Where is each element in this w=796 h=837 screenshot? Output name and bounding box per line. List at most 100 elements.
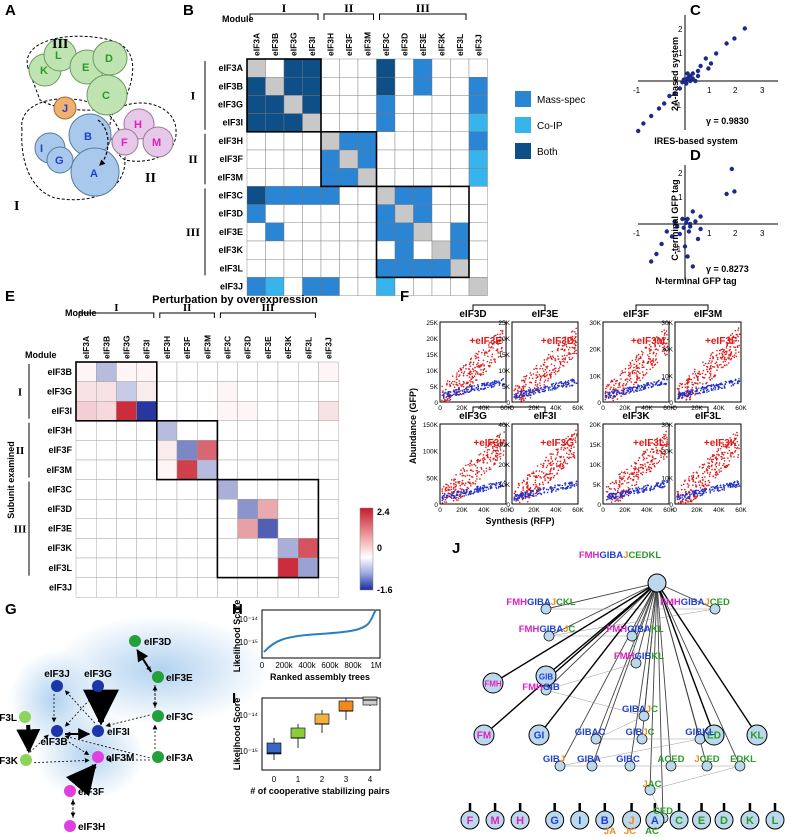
facs-point-blue — [571, 384, 573, 387]
facs-point-blue — [614, 492, 616, 495]
facs-point-red — [496, 454, 499, 457]
facs-point-blue — [636, 488, 639, 490]
facs-point-red — [661, 443, 663, 446]
j-intermediate-node — [543, 630, 555, 642]
facs-point-blue — [542, 488, 545, 491]
facs-point-red — [572, 433, 575, 436]
b-row-label: eIF3B — [218, 81, 243, 91]
facs-xtick: 0 — [673, 405, 677, 412]
facs-point-blue — [447, 390, 450, 393]
j-edge — [656, 582, 672, 767]
e-cell — [298, 538, 319, 559]
j-node-label: EDKL — [730, 754, 756, 765]
e-cell — [156, 557, 178, 578]
panel-b-module-header: Module — [222, 14, 254, 24]
facs-point-red — [702, 485, 705, 488]
e-cell — [298, 557, 319, 578]
e-cell — [298, 479, 319, 500]
facs-point-red — [656, 462, 658, 465]
facs-point-blue — [526, 394, 529, 397]
e-row-label: eIF3H — [47, 426, 72, 436]
facs-point-blue — [721, 488, 723, 491]
b-cell — [265, 222, 285, 242]
e-cell — [217, 459, 238, 480]
facs-point-red — [543, 359, 546, 361]
e-top-brace — [78, 312, 155, 318]
scatter-point — [684, 220, 689, 225]
facs-point-red — [638, 376, 641, 379]
facs-point-red — [501, 338, 504, 341]
facs-point-red — [642, 467, 644, 470]
facs-point-red — [613, 378, 616, 381]
j-intermediate-node — [709, 603, 721, 615]
facs-point-red — [522, 487, 524, 489]
facs-plot-tag: +eIF3K — [704, 438, 738, 449]
facs-point-blue — [627, 494, 630, 497]
facs-point-blue — [627, 489, 630, 492]
facs-point-red — [721, 451, 723, 454]
b-cell — [302, 240, 322, 260]
facs-point-blue — [449, 492, 451, 495]
facs-point-blue — [717, 385, 720, 388]
facs-point-blue — [618, 392, 621, 395]
facs-point-blue — [726, 483, 728, 486]
letter-a: A — [90, 168, 98, 180]
j-intermediate-node — [626, 630, 638, 642]
b-cell — [468, 131, 488, 151]
facs-point-red — [660, 456, 663, 459]
facs-point-blue — [711, 489, 713, 491]
j-leaf-node — [460, 810, 480, 830]
facs-point-blue — [634, 386, 636, 388]
e-col-label: eIF3K — [283, 335, 293, 359]
facs-point-red — [721, 354, 724, 356]
facs-point-red — [495, 455, 497, 457]
facs-point-red — [547, 481, 550, 483]
facs-point-red — [547, 353, 550, 356]
facs-point-red — [647, 454, 650, 457]
facs-point-red — [735, 349, 737, 351]
facs-point-red — [734, 442, 737, 445]
facs-point-blue — [681, 396, 684, 399]
b-cell — [413, 259, 433, 278]
facs-point-red — [697, 481, 700, 483]
facs-point-red — [461, 495, 464, 497]
facs-point-red — [442, 485, 445, 488]
b-top-brace — [249, 13, 319, 20]
h-xtick-1: 200k — [275, 661, 293, 670]
b-cell — [468, 222, 488, 242]
facs-point-red — [550, 453, 553, 455]
e-col-label: eIF3M — [202, 335, 212, 359]
facs-point-red — [535, 483, 537, 486]
facs-point-red — [692, 495, 695, 498]
facs-point-red — [636, 374, 638, 376]
facs-point-red — [451, 380, 454, 383]
facs-point-blue — [469, 390, 472, 392]
facs-point-red — [488, 466, 491, 469]
facs-point-red — [445, 483, 447, 486]
scatter-point — [714, 51, 719, 56]
facs-point-red — [449, 398, 452, 401]
e-cell — [95, 499, 117, 520]
facs-point-red — [631, 473, 634, 476]
legend-swatch-both — [515, 143, 531, 159]
facs-point-red — [661, 436, 664, 439]
facs-point-red — [698, 484, 701, 486]
e-cell — [176, 538, 198, 559]
facs-point-red — [606, 391, 609, 394]
facs-point-red — [722, 454, 725, 456]
facs-point-red — [494, 361, 497, 363]
facs-point-red — [677, 388, 680, 391]
facs-point-red — [470, 357, 473, 360]
i-ytick-1: 10⁻¹⁵ — [239, 747, 258, 756]
panel-d-ylabel: C-terminal GFP tag — [670, 179, 680, 260]
facs-point-blue — [639, 388, 642, 390]
facs-point-blue — [490, 486, 493, 489]
facs-point-blue — [555, 382, 557, 384]
facs-point-red — [469, 379, 471, 382]
e-cell — [318, 479, 339, 500]
facs-point-red — [525, 383, 527, 386]
e-top-module-label: III — [261, 302, 274, 314]
facs-point-red — [557, 469, 560, 471]
facs-point-red — [727, 457, 729, 459]
facs-point-red — [460, 469, 462, 472]
